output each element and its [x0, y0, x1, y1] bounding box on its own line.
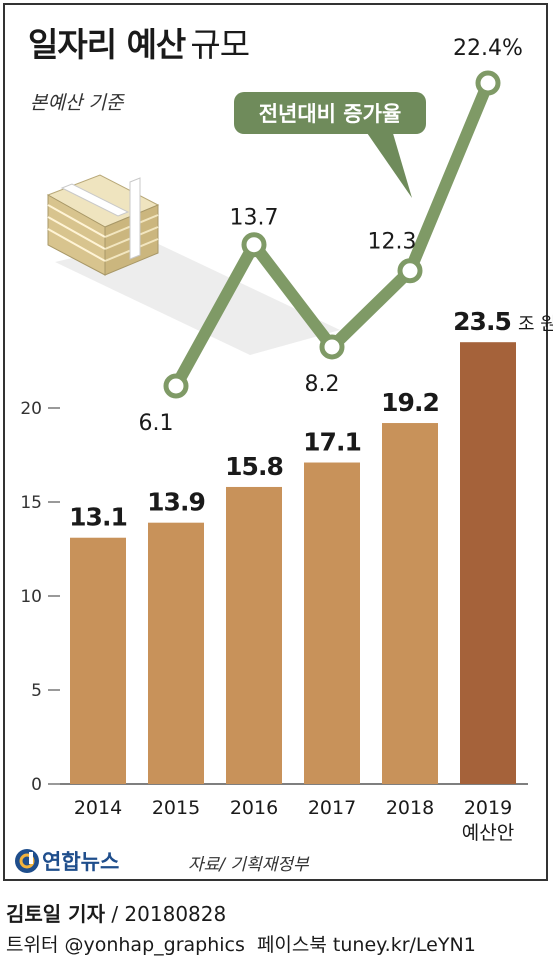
- byline: 김토일 기자: [6, 902, 105, 926]
- bar: [148, 522, 204, 784]
- y-tick-label: 10: [20, 587, 42, 607]
- y-tick-label: 15: [20, 493, 42, 513]
- source-note: 자료/ 기획재정부: [188, 855, 309, 875]
- chart-title: 일자리 예산 규모: [28, 18, 250, 66]
- growth-rate-point: [397, 258, 423, 284]
- logo: 연합뉴스: [14, 846, 119, 876]
- growth-rate-label: 6.1: [139, 411, 174, 436]
- bar-value-label: 15.8: [225, 452, 283, 481]
- bar-value-label: 23.5: [453, 307, 511, 336]
- unit-label: 조 원: [518, 314, 553, 335]
- title-bold: 일자리 예산: [28, 25, 186, 64]
- growth-rate-label: 8.2: [305, 372, 340, 397]
- x-tick-label: 2016: [230, 797, 278, 819]
- social-links: 트위터 @yonhap_graphics 페이스북 tuney.kr/LeYN1: [6, 934, 476, 956]
- x-tick-label: 2014: [74, 797, 122, 819]
- x-tick-label: 2017: [308, 797, 356, 819]
- legend-label: 전년대비 증가율: [259, 102, 402, 126]
- bar-value-label: 19.2: [381, 388, 439, 417]
- legend-bubble: 전년대비 증가율: [234, 92, 426, 198]
- subtitle: 본예산 기준: [30, 92, 124, 114]
- growth-rate-label: 22.4%: [453, 36, 523, 61]
- x-tick-label: 예산안: [462, 822, 514, 844]
- logo-text: 연합뉴스: [42, 850, 120, 874]
- bar: [460, 342, 516, 784]
- growth-rate-point: [163, 373, 189, 399]
- title-light: 규모: [190, 25, 250, 64]
- growth-rate-point: [241, 232, 267, 258]
- growth-rate-label: 13.7: [230, 206, 279, 231]
- yonhap-logo-icon: [15, 849, 39, 873]
- y-tick-label: 20: [20, 399, 42, 419]
- bar-value-label: 13.1: [69, 503, 127, 532]
- growth-rate-label: 12.3: [368, 230, 417, 255]
- money-stack-icon: [46, 174, 340, 355]
- x-tick-label: 2018: [386, 797, 434, 819]
- y-tick-label: 5: [31, 681, 42, 701]
- growth-rate-point: [319, 334, 345, 360]
- byline-date: 20180828: [124, 902, 227, 926]
- byline-separator: /: [104, 902, 125, 926]
- bar: [70, 537, 126, 784]
- growth-rate-point: [475, 70, 501, 96]
- x-tick-label: 2015: [152, 797, 200, 819]
- bar-value-label: 13.9: [147, 488, 205, 517]
- bar: [382, 423, 438, 784]
- bar: [226, 486, 282, 784]
- bar-value-label: 17.1: [303, 428, 361, 457]
- x-tick-label: 2019: [464, 797, 512, 819]
- y-tick-label: 0: [31, 775, 42, 795]
- byline-line: 김토일 기자 / 20180828: [6, 898, 226, 927]
- bar: [304, 462, 360, 784]
